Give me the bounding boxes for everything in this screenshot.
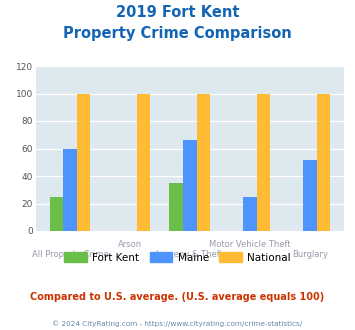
- Text: Burglary: Burglary: [292, 250, 328, 259]
- Bar: [243, 197, 257, 231]
- Bar: [257, 93, 271, 231]
- Text: Arson: Arson: [118, 240, 142, 249]
- Bar: [317, 93, 330, 231]
- Text: Motor Vehicle Theft: Motor Vehicle Theft: [209, 240, 291, 249]
- Text: Compared to U.S. average. (U.S. average equals 100): Compared to U.S. average. (U.S. average …: [31, 292, 324, 302]
- Bar: [77, 93, 91, 231]
- Bar: [63, 148, 77, 231]
- Bar: [169, 183, 183, 231]
- Bar: [50, 197, 63, 231]
- Text: 2019 Fort Kent: 2019 Fort Kent: [116, 5, 239, 20]
- Text: Larceny & Theft: Larceny & Theft: [157, 250, 223, 259]
- Bar: [183, 140, 197, 231]
- Text: Property Crime Comparison: Property Crime Comparison: [63, 26, 292, 41]
- Bar: [303, 159, 317, 231]
- Bar: [197, 93, 211, 231]
- Bar: [137, 93, 151, 231]
- Text: All Property Crime: All Property Crime: [32, 250, 108, 259]
- Legend: Fort Kent, Maine, National: Fort Kent, Maine, National: [60, 248, 295, 267]
- Text: © 2024 CityRating.com - https://www.cityrating.com/crime-statistics/: © 2024 CityRating.com - https://www.city…: [53, 320, 302, 327]
